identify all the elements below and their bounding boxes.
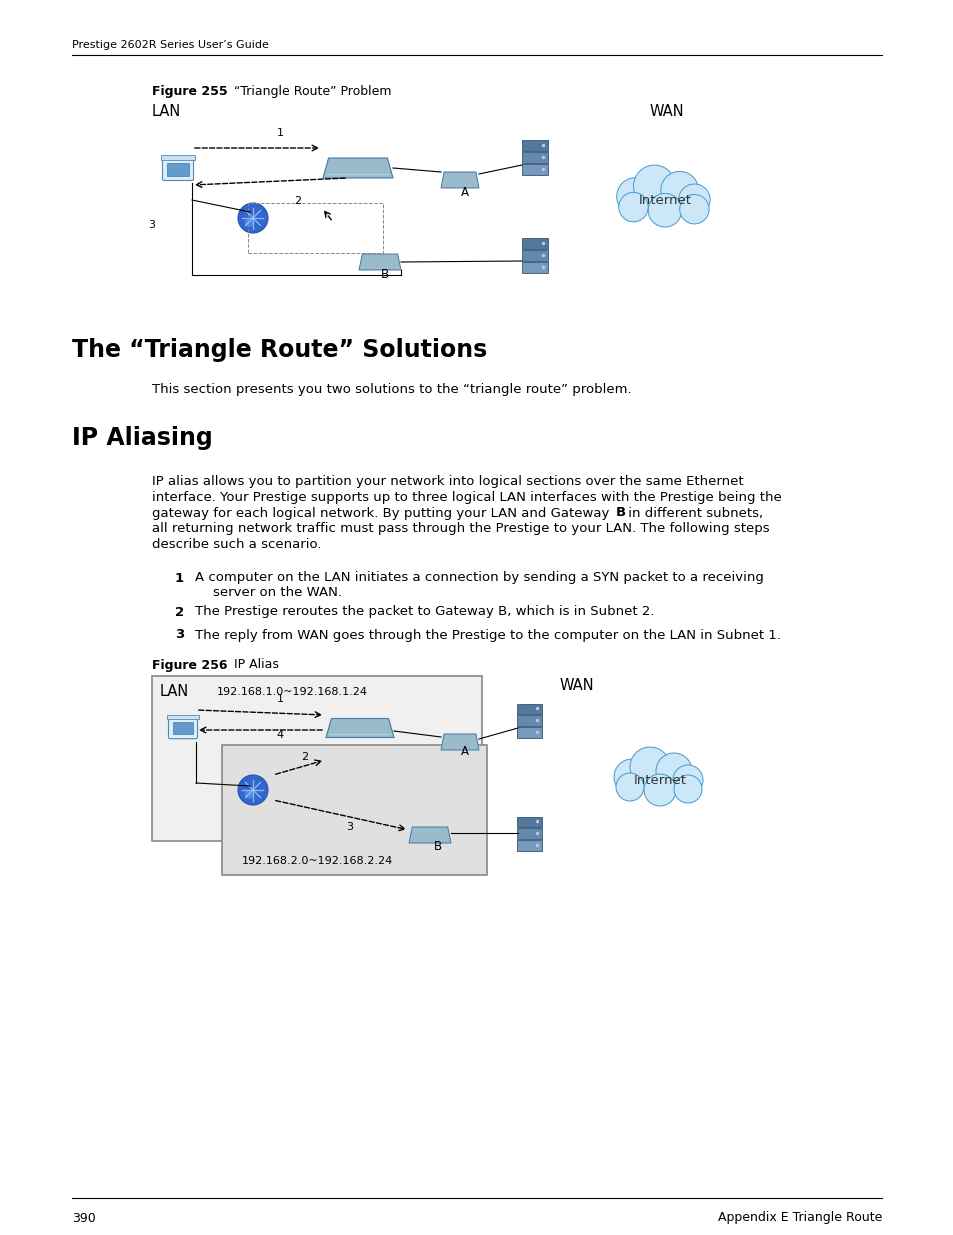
- Text: IP alias allows you to partition your network into logical sections over the sam: IP alias allows you to partition your ne…: [152, 475, 742, 489]
- Text: 2: 2: [294, 196, 301, 206]
- Text: 2: 2: [174, 605, 184, 619]
- Text: 3: 3: [346, 823, 354, 832]
- Text: gateway for each logical network. By putting your LAN and Gateway: gateway for each logical network. By put…: [152, 506, 613, 520]
- Circle shape: [656, 753, 691, 789]
- FancyBboxPatch shape: [521, 238, 547, 249]
- FancyBboxPatch shape: [517, 727, 542, 737]
- Text: 4: 4: [276, 730, 283, 740]
- Circle shape: [245, 790, 253, 799]
- FancyBboxPatch shape: [521, 140, 547, 151]
- Text: 3: 3: [174, 629, 184, 641]
- Text: 2: 2: [301, 752, 308, 762]
- Polygon shape: [326, 719, 394, 737]
- Text: Internet: Internet: [633, 774, 686, 788]
- FancyBboxPatch shape: [517, 829, 542, 839]
- Text: 192.168.1.0~192.168.1.24: 192.168.1.0~192.168.1.24: [216, 687, 368, 697]
- Polygon shape: [409, 827, 451, 844]
- Text: The “Triangle Route” Solutions: The “Triangle Route” Solutions: [71, 338, 487, 362]
- Text: LAN: LAN: [152, 104, 181, 119]
- FancyBboxPatch shape: [521, 164, 547, 175]
- FancyBboxPatch shape: [161, 156, 194, 159]
- Polygon shape: [323, 158, 393, 178]
- Circle shape: [633, 165, 675, 207]
- FancyBboxPatch shape: [521, 249, 547, 261]
- FancyBboxPatch shape: [169, 718, 197, 739]
- Circle shape: [629, 747, 669, 787]
- Circle shape: [679, 194, 708, 224]
- Polygon shape: [440, 172, 478, 188]
- FancyBboxPatch shape: [222, 745, 486, 876]
- Text: Internet: Internet: [638, 194, 691, 207]
- Text: IP Alias: IP Alias: [222, 658, 278, 672]
- FancyBboxPatch shape: [517, 704, 542, 714]
- Text: This section presents you two solutions to the “triangle route” problem.: This section presents you two solutions …: [152, 384, 631, 396]
- Text: B: B: [616, 506, 625, 520]
- Text: A: A: [460, 186, 469, 199]
- Circle shape: [643, 774, 676, 806]
- Text: 192.168.2.0~192.168.2.24: 192.168.2.0~192.168.2.24: [242, 856, 393, 866]
- Circle shape: [660, 172, 698, 209]
- Circle shape: [672, 764, 702, 795]
- FancyBboxPatch shape: [152, 676, 481, 841]
- Polygon shape: [440, 734, 478, 750]
- FancyBboxPatch shape: [517, 816, 542, 827]
- FancyBboxPatch shape: [517, 840, 542, 851]
- Text: describe such a scenario.: describe such a scenario.: [152, 537, 321, 551]
- Text: WAN: WAN: [649, 104, 684, 119]
- FancyBboxPatch shape: [172, 721, 193, 735]
- Polygon shape: [358, 254, 400, 270]
- Circle shape: [237, 203, 268, 233]
- Text: B: B: [380, 268, 389, 282]
- FancyBboxPatch shape: [167, 715, 198, 719]
- FancyBboxPatch shape: [162, 158, 193, 180]
- Circle shape: [614, 760, 649, 795]
- FancyBboxPatch shape: [521, 152, 547, 163]
- Text: Figure 256: Figure 256: [152, 658, 227, 672]
- Text: server on the WAN.: server on the WAN.: [213, 585, 341, 599]
- Text: in different subnets,: in different subnets,: [623, 506, 762, 520]
- Circle shape: [673, 776, 701, 803]
- Text: The Prestige reroutes the packet to Gateway B, which is in Subnet 2.: The Prestige reroutes the packet to Gate…: [194, 605, 654, 619]
- Text: 1: 1: [276, 694, 283, 704]
- Text: 390: 390: [71, 1212, 95, 1224]
- FancyBboxPatch shape: [517, 715, 542, 726]
- FancyBboxPatch shape: [167, 163, 189, 177]
- Text: interface. Your Prestige supports up to three logical LAN interfaces with the Pr: interface. Your Prestige supports up to …: [152, 492, 781, 504]
- Text: 1: 1: [276, 128, 283, 138]
- Text: WAN: WAN: [559, 678, 594, 694]
- Circle shape: [237, 776, 268, 805]
- Text: A: A: [460, 745, 469, 758]
- Text: The reply from WAN goes through the Prestige to the computer on the LAN in Subne: The reply from WAN goes through the Pres…: [194, 629, 781, 641]
- Circle shape: [245, 219, 253, 227]
- Text: Prestige 2602R Series User’s Guide: Prestige 2602R Series User’s Guide: [71, 40, 269, 49]
- Text: Figure 255: Figure 255: [152, 85, 228, 99]
- Text: “Triangle Route” Problem: “Triangle Route” Problem: [222, 85, 391, 99]
- Text: IP Aliasing: IP Aliasing: [71, 426, 213, 450]
- Text: LAN: LAN: [160, 684, 189, 699]
- Circle shape: [616, 773, 643, 802]
- Text: all returning network traffic must pass through the Prestige to your LAN. The fo: all returning network traffic must pass …: [152, 522, 769, 535]
- Text: A computer on the LAN initiates a connection by sending a SYN packet to a receiv: A computer on the LAN initiates a connec…: [194, 572, 763, 584]
- Circle shape: [678, 184, 709, 215]
- Text: Appendix E Triangle Route: Appendix E Triangle Route: [717, 1212, 882, 1224]
- FancyBboxPatch shape: [521, 262, 547, 273]
- Circle shape: [647, 194, 681, 227]
- Text: B: B: [434, 840, 441, 853]
- Circle shape: [618, 193, 647, 222]
- Text: 3: 3: [149, 220, 155, 230]
- Circle shape: [616, 178, 654, 215]
- Text: 1: 1: [174, 572, 184, 584]
